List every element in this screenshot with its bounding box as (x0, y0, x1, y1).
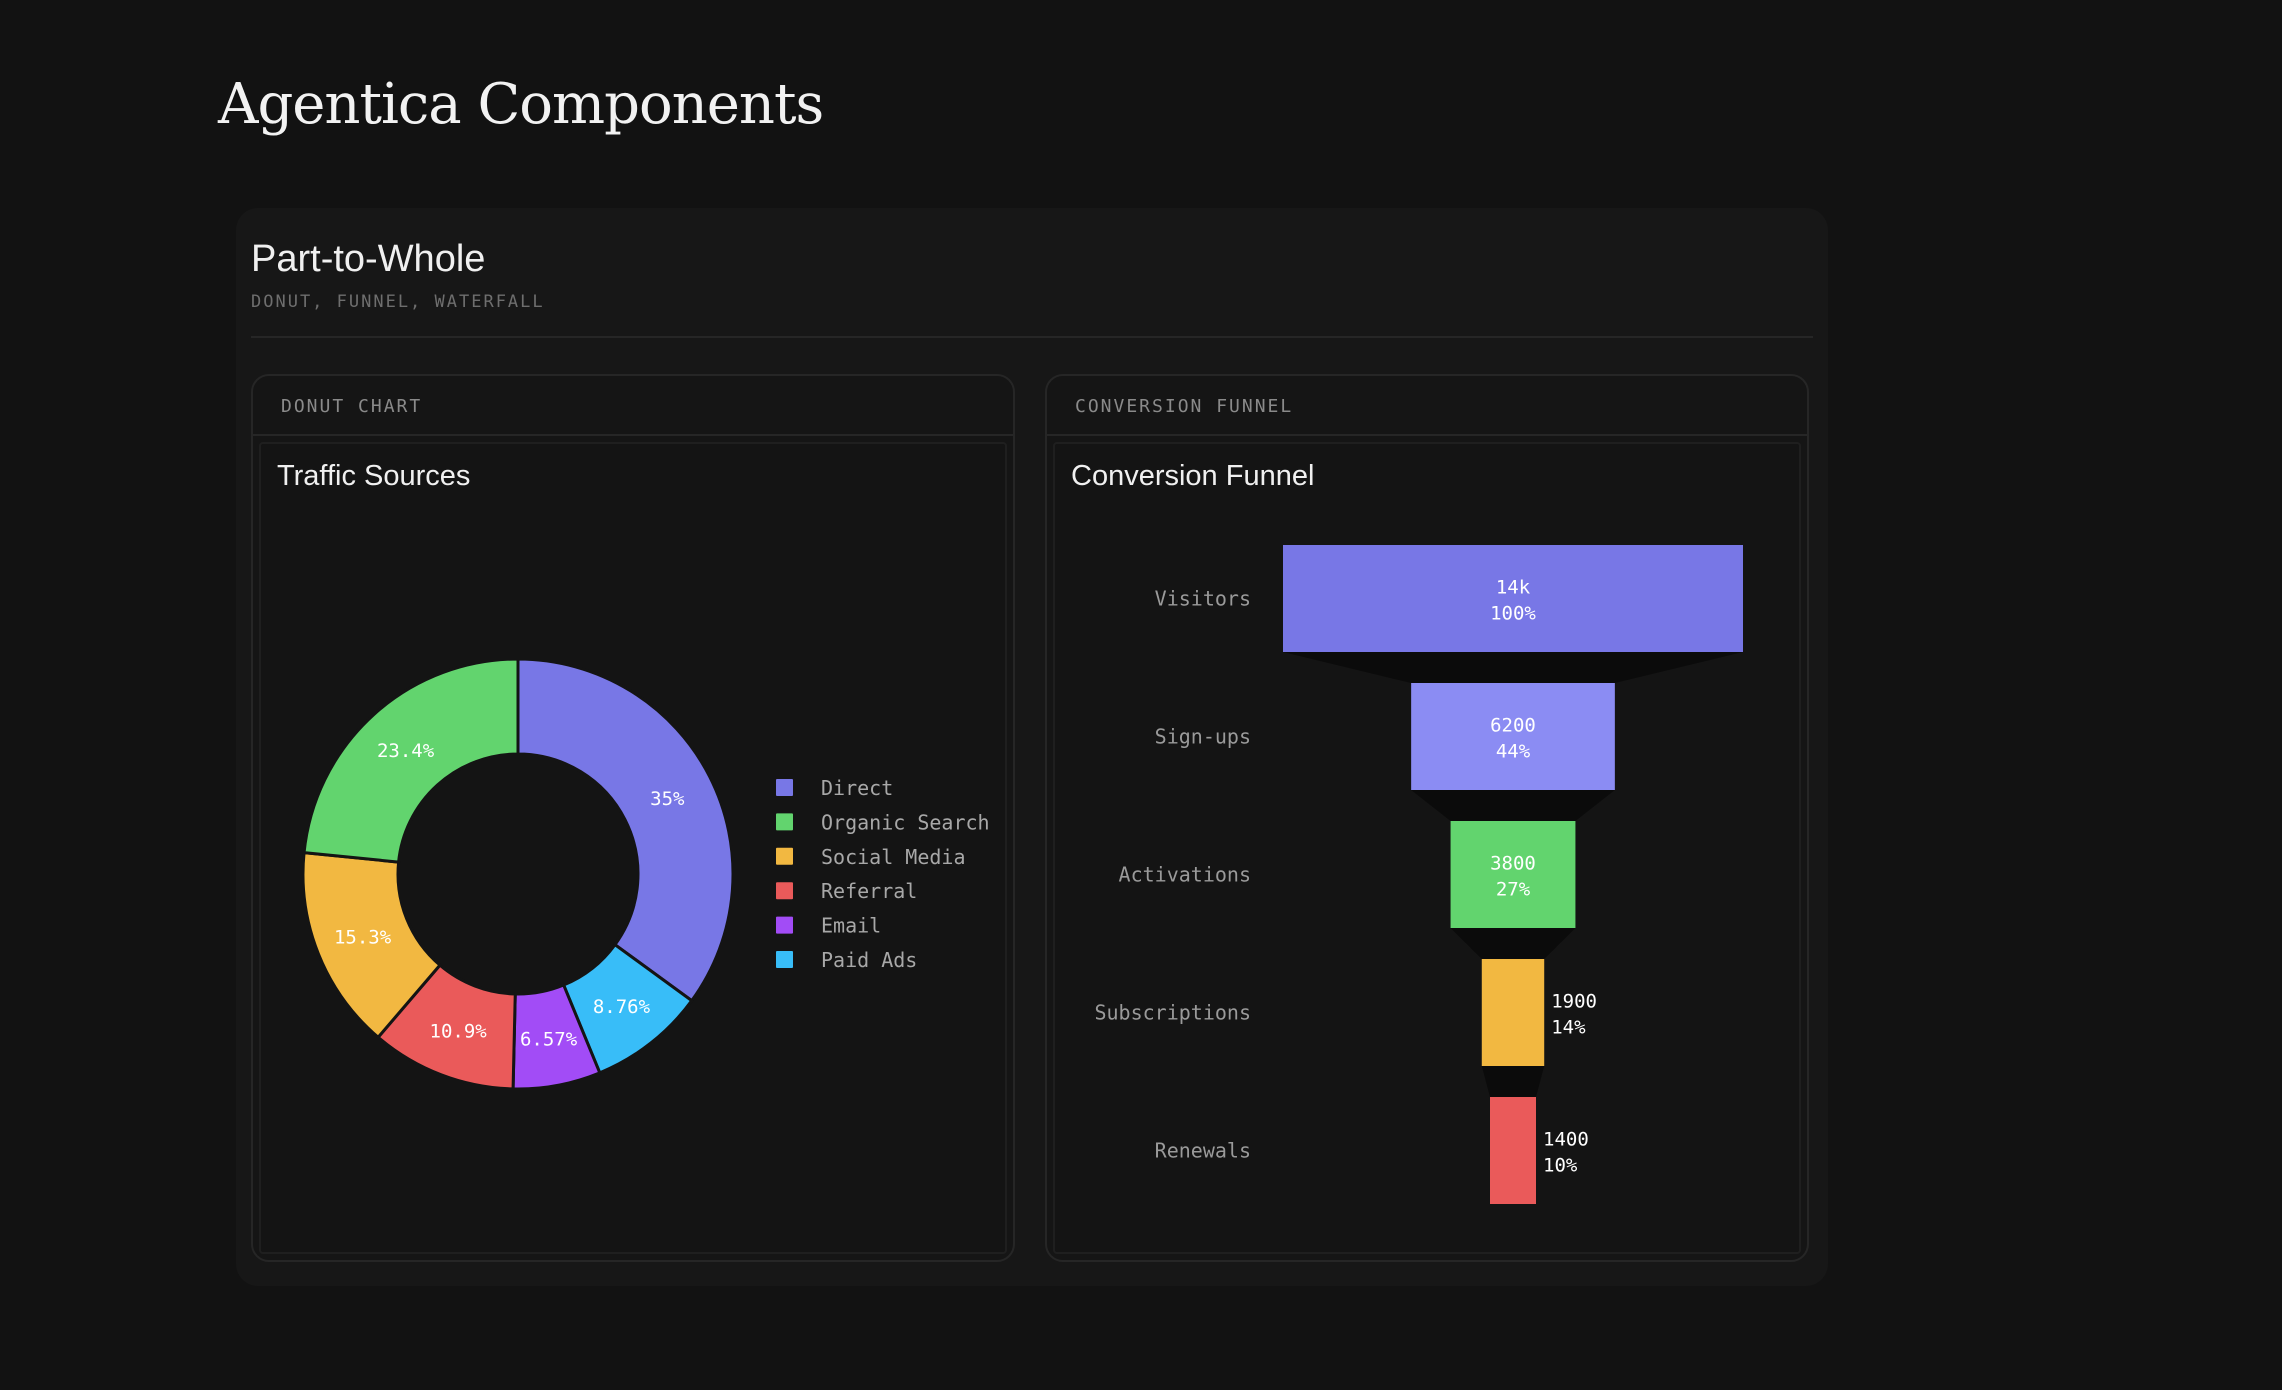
legend-swatch-paid-ads (776, 951, 793, 968)
legend-swatch-direct (776, 779, 793, 796)
section-title: Part-to-Whole (251, 238, 486, 280)
legend-label-organic-search[interactable]: Organic Search (821, 810, 990, 834)
card-header-divider (253, 434, 1013, 436)
funnel-value-label: 3800 (1490, 853, 1536, 875)
donut-slice-organic-search[interactable] (302, 657, 520, 864)
legend-label-paid-ads[interactable]: Paid Ads (821, 948, 917, 972)
donut-slice-direct[interactable] (516, 657, 735, 1003)
funnel-percent-label: 27% (1496, 879, 1531, 901)
card-header-divider (1047, 434, 1807, 436)
funnel-chart-title: Conversion Funnel (1071, 460, 1315, 492)
funnel-bar-subscriptions[interactable] (1481, 959, 1545, 1066)
funnel-value-label: 14k (1496, 577, 1531, 599)
funnel-bar-sign-ups[interactable] (1411, 683, 1615, 790)
funnel-bar-renewals[interactable] (1490, 1097, 1536, 1204)
legend-swatch-organic-search (776, 813, 793, 831)
donut-slice-label: 6.57% (520, 1029, 578, 1051)
funnel-percent-label: 14% (1551, 1017, 1586, 1039)
funnel-percent-label: 10% (1543, 1155, 1578, 1177)
funnel-connector (1283, 652, 1743, 683)
donut-slice-label: 8.76% (593, 996, 651, 1018)
funnel-card-label: CONVERSION FUNNEL (1075, 396, 1294, 417)
funnel-bar-visitors[interactable] (1283, 545, 1743, 652)
donut-slice-label: 23.4% (377, 740, 435, 762)
funnel-value-label: 6200 (1490, 715, 1536, 737)
section-subtitle: DONUT, FUNNEL, WATERFALL (251, 292, 545, 312)
legend-label-social-media[interactable]: Social Media (821, 845, 966, 869)
donut-chart-panel: Traffic Sources 35% 8.76% 6.57% 10.9% 15.3% 2… (259, 442, 1007, 1254)
legend-swatch-referral (776, 882, 793, 900)
funnel-connector (1450, 928, 1576, 959)
donut-slice-label: 15.3% (334, 926, 392, 948)
funnel-stage-label: Activations (1119, 863, 1251, 887)
funnel-stage-label: Renewals (1155, 1139, 1251, 1163)
legend-swatch-social-media (776, 847, 793, 865)
funnel-connector (1411, 790, 1615, 821)
funnel-value-label: 1900 (1551, 991, 1597, 1013)
funnel-chart: Visitors 14k 100% Sign-ups 6200 44% Activation… (1094, 545, 1743, 1204)
funnel-stage-label: Subscriptions (1094, 1001, 1251, 1025)
donut-slice-label: 10.9% (430, 1020, 488, 1042)
legend-label-email[interactable]: Email (821, 914, 881, 938)
donut-chart-card: DONUT CHART Traffic Sources 35% 8.76% 6.57… (251, 374, 1015, 1262)
part-to-whole-section: Part-to-Whole DONUT, FUNNEL, WATERFALL D… (236, 208, 1828, 1286)
donut-chart-title: Traffic Sources (277, 460, 471, 492)
funnel-connector (1481, 1066, 1545, 1097)
page-title: Agentica Components (218, 72, 824, 137)
funnel-percent-label: 100% (1490, 603, 1536, 625)
funnel-chart-panel: Conversion Funnel Visitors 14k 100% Sign-up… (1053, 442, 1801, 1254)
legend-label-referral[interactable]: Referral (821, 879, 917, 903)
section-divider (251, 336, 1813, 338)
donut-slice-label: 35% (650, 788, 685, 810)
funnel-bar-activations[interactable] (1450, 821, 1576, 928)
funnel-stage-label: Visitors (1155, 587, 1251, 611)
funnel-chart-card: CONVERSION FUNNEL Conversion Funnel Visi… (1045, 374, 1809, 1262)
donut-chart: 35% 8.76% 6.57% 10.9% 15.3% 23.4% Direct Organi… (301, 657, 990, 1091)
funnel-percent-label: 44% (1496, 741, 1531, 763)
legend-swatch-email (776, 916, 793, 934)
funnel-stage-label: Sign-ups (1155, 725, 1251, 749)
donut-card-label: DONUT CHART (281, 396, 423, 417)
legend-label-direct[interactable]: Direct (821, 776, 893, 800)
funnel-value-label: 1400 (1543, 1129, 1589, 1151)
